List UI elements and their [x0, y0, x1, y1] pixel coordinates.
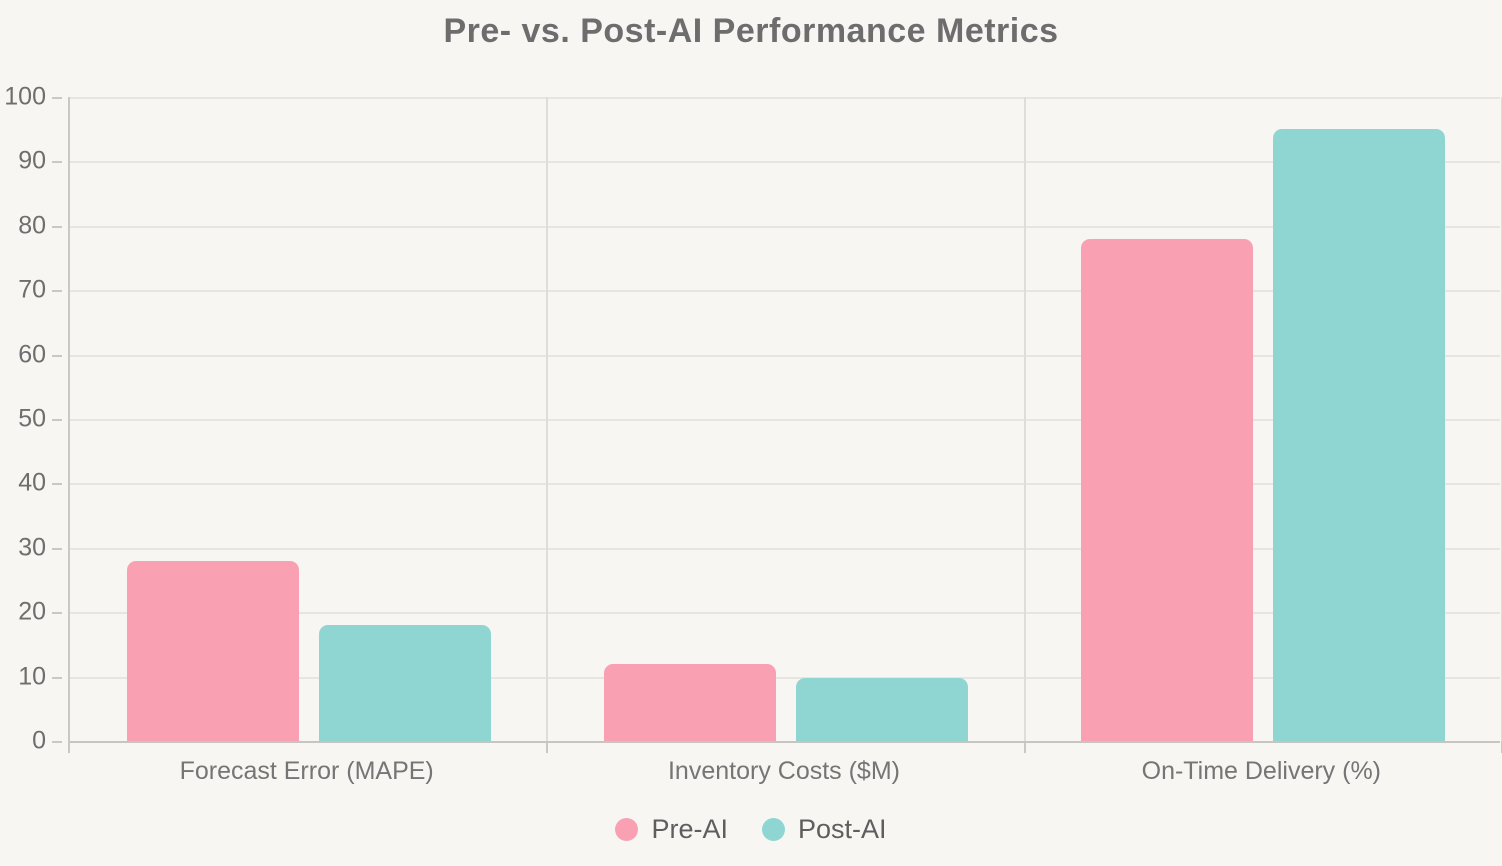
y-tick-mark	[52, 612, 62, 615]
bar-post-ai	[318, 625, 491, 741]
x-tick-mark	[1023, 741, 1026, 753]
plot-area	[52, 97, 1502, 753]
y-tick-label: 40	[18, 468, 46, 497]
gridline-horizontal	[70, 161, 1500, 164]
x-category-label: Forecast Error (MAPE)	[179, 757, 434, 785]
gridline-horizontal	[70, 419, 1500, 421]
x-category-label: On-Time Delivery (%)	[1141, 757, 1381, 785]
bar-pre-ai	[126, 560, 299, 741]
legend-label: Post-AI	[798, 814, 887, 844]
y-tick-label: 100	[4, 82, 46, 111]
gridline-horizontal	[70, 290, 1500, 293]
legend: Pre-AI Post-AI	[0, 814, 1502, 845]
gridline-vertical	[1023, 97, 1026, 741]
gridline-horizontal	[70, 97, 1500, 99]
x-category-label: Inventory Costs ($M)	[667, 757, 900, 785]
y-tick-mark	[52, 741, 62, 743]
y-tick-mark	[52, 354, 62, 357]
legend-label: Pre-AI	[651, 814, 728, 844]
bar-group	[70, 97, 547, 741]
bar-group	[1025, 97, 1502, 741]
legend-swatch-icon	[762, 818, 785, 841]
y-tick-label: 70	[18, 275, 46, 304]
y-axis: 0 10 20 30 40 50 60 70 80 90 100	[0, 83, 48, 755]
y-tick-mark	[52, 97, 62, 99]
gridline-horizontal	[70, 483, 1500, 486]
y-tick-label: 90	[18, 146, 46, 175]
y-tick-mark	[52, 225, 62, 228]
y-tick-mark	[52, 547, 62, 550]
y-tick-mark	[52, 161, 62, 164]
y-tick-label: 30	[18, 533, 46, 562]
y-tick-label: 50	[18, 404, 46, 433]
gridline-horizontal	[70, 676, 1500, 679]
y-tick-label: 60	[18, 340, 46, 369]
y-tick-label: 0	[32, 726, 46, 755]
x-tick-mark	[68, 741, 70, 753]
gridline-horizontal	[70, 547, 1500, 550]
y-tick-mark	[52, 483, 62, 486]
chart-title: Pre- vs. Post-AI Performance Metrics	[443, 12, 1059, 50]
bar-pre-ai	[1081, 238, 1254, 741]
bar-post-ai	[795, 677, 968, 741]
y-tick-mark	[52, 419, 62, 421]
gridline-horizontal	[70, 354, 1500, 357]
legend-item-post-ai[interactable]: Post-AI	[762, 814, 887, 845]
gridline-vertical	[546, 97, 549, 741]
y-tick-mark	[52, 676, 62, 679]
legend-item-pre-ai[interactable]: Pre-AI	[615, 814, 728, 845]
legend-swatch-icon	[615, 818, 639, 841]
y-tick-mark	[52, 290, 62, 293]
x-tick-mark	[546, 741, 549, 753]
bar-group	[547, 97, 1024, 741]
bar-pre-ai	[603, 663, 776, 741]
bar-post-ai	[1273, 129, 1446, 741]
y-tick-label: 20	[18, 597, 46, 626]
y-tick-label: 10	[18, 662, 46, 691]
gridline-horizontal	[70, 225, 1500, 228]
x-axis: Forecast Error (MAPE) Inventory Costs ($M…	[68, 757, 1500, 791]
gridline-horizontal	[70, 612, 1500, 615]
x-axis-baseline	[70, 741, 1500, 743]
y-tick-label: 80	[18, 211, 46, 240]
